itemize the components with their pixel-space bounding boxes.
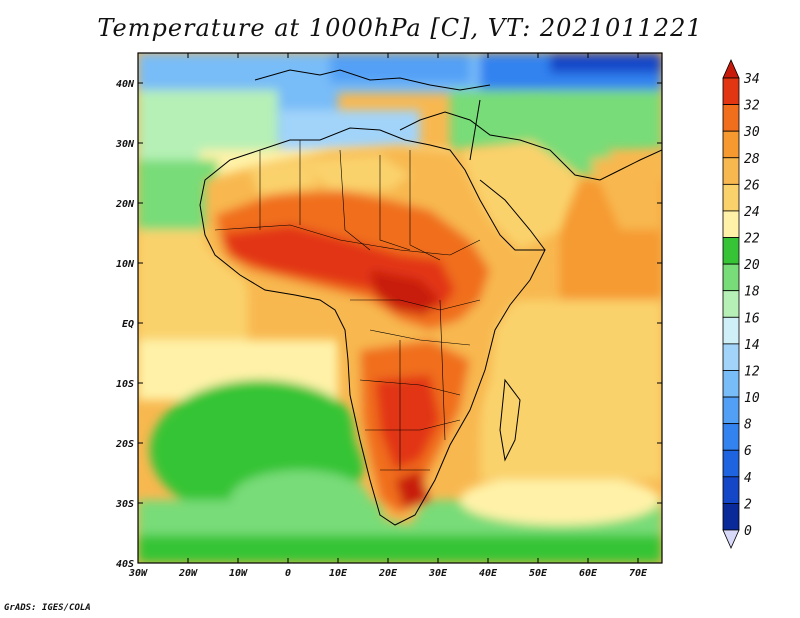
lon-label: 40E <box>479 568 498 579</box>
arabia-region <box>460 100 662 250</box>
axis-ticks <box>137 53 662 564</box>
lat-label: 20S <box>115 439 134 450</box>
lon-label: 50E <box>529 568 548 579</box>
plot-frame <box>137 52 663 564</box>
colorbar-label: 6 <box>744 444 752 459</box>
lon-label: 10E <box>329 568 348 579</box>
colorbar-label: 2 <box>744 497 752 512</box>
lon-label: 30E <box>428 568 448 579</box>
colorbar-label: 26 <box>744 178 760 193</box>
colorbar-label: 22 <box>744 232 760 247</box>
lon-label: 0 <box>285 568 291 579</box>
latitude-labels: 40N 30N 20N 10N EQ 10S 20S 30S 40S <box>115 79 135 570</box>
lat-label: 40S <box>116 559 134 570</box>
colorbar-label: 16 <box>744 311 760 326</box>
lon-label: 70E <box>629 568 648 579</box>
colorbar-box <box>722 396 740 425</box>
lon-label: 20E <box>378 568 398 579</box>
colorbar-box <box>722 503 740 531</box>
colorbar-label: 34 <box>743 72 760 87</box>
lat-label: 10N <box>116 259 135 270</box>
colorbar-label: 12 <box>744 364 760 379</box>
lon-label: 10W <box>229 568 248 579</box>
colorbar-box <box>722 370 740 398</box>
colorbar-box <box>722 130 740 159</box>
longitude-labels: 30W 20W 10W 0 10E 20E 30E 40E 50E 60E 70E <box>128 568 648 579</box>
colorbar-box <box>722 316 740 345</box>
lat-label: EQ <box>122 319 134 330</box>
colorbar-box <box>722 343 740 371</box>
colorbar-over <box>722 59 740 79</box>
colorbar-box <box>722 423 740 451</box>
colorbar-box <box>722 157 740 185</box>
colorbar-label: 20 <box>744 258 760 273</box>
colorbar-box <box>722 476 740 504</box>
africa-landmass <box>205 145 545 525</box>
colorbar-label: 24 <box>744 205 760 220</box>
lat-label: 40N <box>116 79 135 90</box>
colorbar-label: 4 <box>744 471 752 486</box>
colorbar-label: 18 <box>744 285 760 300</box>
lat-label: 10S <box>116 379 134 390</box>
colorbar-box <box>722 237 740 265</box>
map-field <box>138 53 662 563</box>
lat-label: 30N <box>115 139 135 150</box>
colorbar-label: 8 <box>744 418 752 433</box>
lat-label: 20N <box>115 199 135 210</box>
colorbar-under <box>722 529 740 549</box>
coastlines <box>199 69 662 526</box>
country-borders <box>214 140 481 471</box>
colorbar-label: 10 <box>744 391 760 406</box>
colorbar-label: 30 <box>743 125 760 140</box>
colorbar-box <box>722 104 740 132</box>
colorbar-label: 28 <box>744 152 760 167</box>
colorbar-label: 0 <box>744 524 752 539</box>
lon-label: 60E <box>579 568 598 579</box>
colorbar-box <box>722 77 740 105</box>
colorbar-box <box>722 290 740 318</box>
colorbar-box <box>722 449 740 478</box>
credit-text: GrADS: IGES/COLA <box>4 603 91 613</box>
lon-label: 20W <box>178 568 198 579</box>
colorbar-box <box>722 210 740 238</box>
colorbar-box <box>722 263 740 292</box>
colorbar-label: 14 <box>744 338 760 353</box>
map-title: Temperature at 1000hPa [C], VT: 20210112… <box>97 14 703 42</box>
colorbar-box <box>722 183 740 212</box>
lon-label: 30W <box>128 568 148 579</box>
colorbar-label: 32 <box>743 99 760 114</box>
lat-label: 30S <box>115 499 134 510</box>
